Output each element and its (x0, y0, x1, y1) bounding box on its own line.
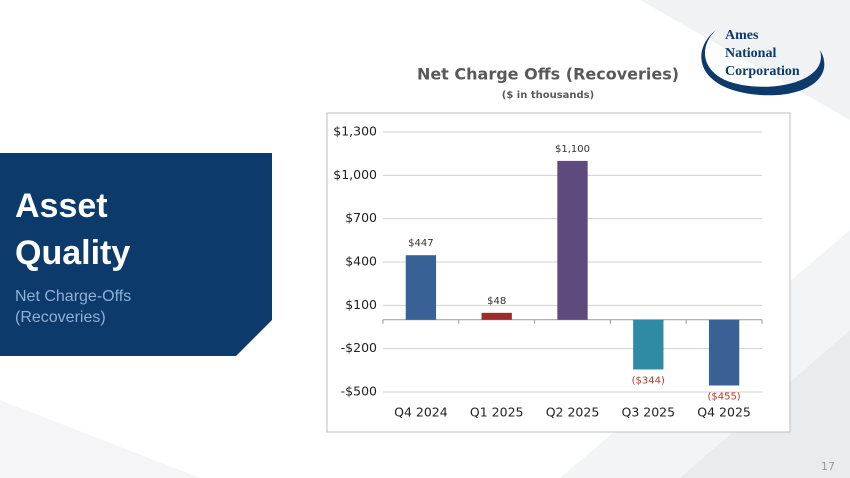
logo-text: National (725, 46, 776, 61)
y-tick-label: $100 (345, 297, 377, 312)
slide-subheading: Net Charge-Offs (15, 288, 131, 305)
logo: Ames National Corporation (701, 28, 825, 96)
x-tick-label: Q2 2025 (546, 405, 600, 420)
chart-title: Net Charge Offs (Recoveries) (417, 65, 679, 84)
x-tick-label: Q1 2025 (470, 405, 524, 420)
slide-subheading: (Recoveries) (15, 309, 106, 326)
y-tick-label: -$500 (341, 384, 377, 399)
value-label: $1,100 (555, 144, 590, 155)
logo-text: Corporation (725, 64, 800, 79)
bar (481, 312, 512, 320)
logo-text: Ames (725, 28, 759, 43)
chart-subtitle: ($ in thousands) (502, 90, 594, 101)
value-label: $48 (487, 296, 506, 307)
value-label: ($455) (707, 392, 740, 403)
slide-heading: Asset (15, 187, 108, 225)
bar (557, 160, 588, 320)
bar (708, 319, 740, 386)
x-tick-label: Q3 2025 (622, 405, 676, 420)
title-panel (0, 153, 272, 356)
y-tick-label: -$200 (341, 340, 377, 355)
x-tick-label: Q4 2024 (394, 405, 448, 420)
value-label: ($344) (632, 375, 665, 386)
y-tick-label: $1,000 (333, 167, 377, 182)
y-tick-label: $1,300 (333, 124, 377, 139)
value-label: $447 (408, 238, 433, 249)
x-tick-label: Q4 2025 (697, 405, 751, 420)
bar (633, 319, 664, 370)
bar (405, 255, 437, 320)
y-tick-label: $400 (345, 254, 377, 269)
slide-heading: Quality (15, 234, 130, 272)
y-tick-label: $700 (345, 210, 377, 225)
page-number: 17 (821, 460, 835, 473)
